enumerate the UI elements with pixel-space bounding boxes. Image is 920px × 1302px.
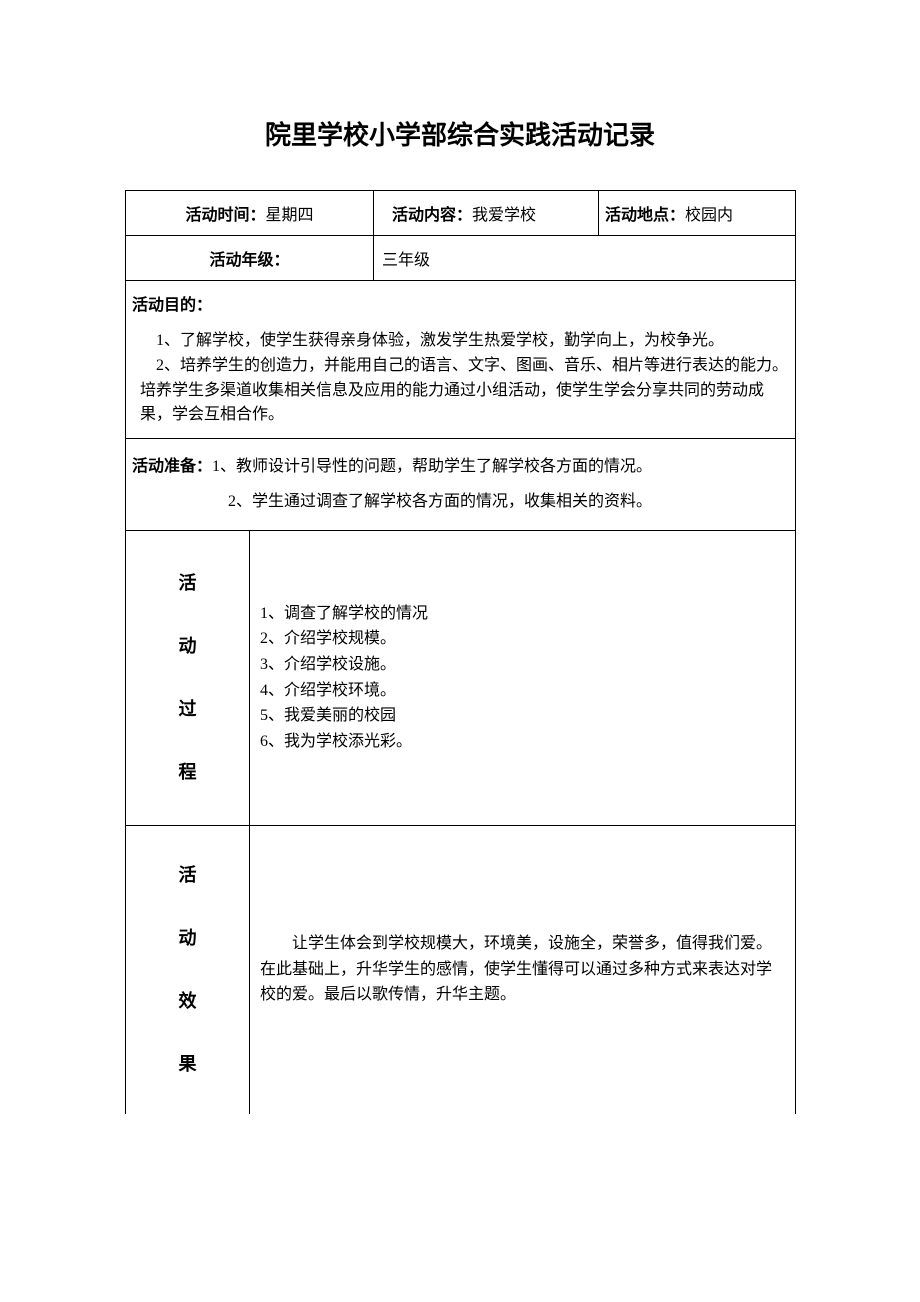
effect-char-3: 效 [126, 970, 249, 1033]
effect-char-2: 动 [126, 907, 249, 970]
label-preparation: 活动准备： [132, 458, 212, 475]
process-item-1: 1、调查了解学校的情况 [260, 601, 785, 627]
row-preparation: 活动准备：1、教师设计引导性的问题，帮助学生了解学校各方面的情况。 2、学生通过… [126, 439, 796, 530]
process-char-1: 活 [126, 552, 249, 615]
cell-objective: 活动目的： 1、了解学校，使学生获得亲身体验，激发学生热爱学校，勤学向上，为校争… [126, 281, 796, 439]
cell-process-content: 1、调查了解学校的情况 2、介绍学校规模。 3、介绍学校设施。 4、介绍学校环境… [250, 530, 796, 825]
activity-record-table: 活动时间：星期四 活动内容：我爱学校 活动地点：校园内 活动年级： 三年级 活动… [125, 190, 796, 1114]
effect-text: 让学生体会到学校规模大，环境美，设施全，荣誉多，值得我们爱。在此基础上，升华学生… [260, 931, 785, 1008]
label-effect: 活 动 效 果 [126, 825, 250, 1114]
cell-preparation: 活动准备：1、教师设计引导性的问题，帮助学生了解学校各方面的情况。 2、学生通过… [126, 439, 796, 530]
row-process: 活 动 过 程 1、调查了解学校的情况 2、介绍学校规模。 3、介绍学校设施。 … [126, 530, 796, 825]
label-activity-content: 活动内容： [392, 207, 472, 224]
value-activity-time: 星期四 [266, 207, 314, 224]
process-char-4: 程 [126, 741, 249, 804]
label-activity-location: 活动地点： [605, 207, 685, 224]
effect-char-1: 活 [126, 844, 249, 907]
row-objective: 活动目的： 1、了解学校，使学生获得亲身体验，激发学生热爱学校，勤学向上，为校争… [126, 281, 796, 439]
cell-effect-content: 让学生体会到学校规模大，环境美，设施全，荣誉多，值得我们爱。在此基础上，升华学生… [250, 825, 796, 1114]
preparation-text-1: 1、教师设计引导性的问题，帮助学生了解学校各方面的情况。 [212, 458, 652, 475]
process-char-2: 动 [126, 615, 249, 678]
label-process: 活 动 过 程 [126, 530, 250, 825]
process-item-3: 3、介绍学校设施。 [260, 652, 785, 678]
preparation-line-1: 活动准备：1、教师设计引导性的问题，帮助学生了解学校各方面的情况。 [132, 449, 789, 484]
process-item-5: 5、我爱美丽的校园 [260, 703, 785, 729]
label-objective: 活动目的： [132, 291, 789, 315]
objective-line-2: 2、培养学生的创造力，并能用自己的语言、文字、图画、音乐、相片等进行表达的能力。… [140, 354, 789, 428]
value-activity-content: 我爱学校 [472, 207, 536, 224]
cell-activity-content: 活动内容：我爱学校 [374, 191, 599, 236]
objective-line-1: 1、了解学校，使学生获得亲身体验，激发学生热爱学校，勤学向上，为校争光。 [140, 329, 789, 354]
cell-activity-time: 活动时间：星期四 [126, 191, 374, 236]
row-grade: 活动年级： 三年级 [126, 236, 796, 281]
process-item-6: 6、我为学校添光彩。 [260, 729, 785, 755]
label-activity-time: 活动时间： [185, 207, 265, 224]
process-item-4: 4、介绍学校环境。 [260, 678, 785, 704]
label-grade: 活动年级： [209, 252, 289, 269]
cell-grade-value: 三年级 [374, 236, 796, 281]
process-char-3: 过 [126, 678, 249, 741]
row-effect: 活 动 效 果 让学生体会到学校规模大，环境美，设施全，荣誉多，值得我们爱。在此… [126, 825, 796, 1114]
cell-activity-location: 活动地点：校园内 [599, 191, 796, 236]
value-grade: 三年级 [382, 252, 430, 269]
cell-grade-label: 活动年级： [126, 236, 374, 281]
preparation-line-2: 2、学生通过调查了解学校各方面的情况，收集相关的资料。 [132, 484, 789, 519]
value-activity-location: 校园内 [685, 207, 733, 224]
page-title: 院里学校小学部综合实践活动记录 [125, 115, 795, 152]
process-item-2: 2、介绍学校规模。 [260, 626, 785, 652]
row-time-content-location: 活动时间：星期四 活动内容：我爱学校 活动地点：校园内 [126, 191, 796, 236]
objective-body: 1、了解学校，使学生获得亲身体验，激发学生热爱学校，勤学向上，为校争光。 2、培… [132, 329, 789, 428]
effect-char-4: 果 [126, 1033, 249, 1096]
